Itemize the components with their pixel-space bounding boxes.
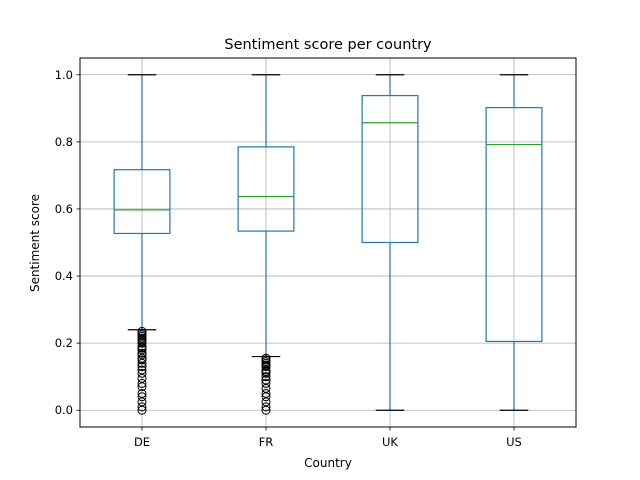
iqr-box <box>485 107 543 343</box>
x-tick-label: DE <box>134 435 150 449</box>
x-axis-label: Country <box>304 456 352 470</box>
grid <box>80 58 576 427</box>
outlier-point <box>137 368 147 378</box>
outlier-point <box>261 388 271 398</box>
y-tick-label: 0.2 <box>55 336 73 350</box>
outlier-point <box>137 388 147 398</box>
box-group-us <box>485 74 543 411</box>
y-tick-label: 0.0 <box>55 403 73 417</box>
box-group-de <box>113 74 171 415</box>
chart-title: Sentiment score per country <box>224 37 432 53</box>
outlier-point <box>137 348 147 358</box>
box-group-uk <box>361 74 419 411</box>
y-axis-label: Sentiment score <box>28 194 42 292</box>
y-tick-label: 1.0 <box>55 68 73 82</box>
iqr-box <box>237 146 295 232</box>
y-tick-label: 0.8 <box>55 135 73 149</box>
x-tick-label: FR <box>259 435 274 449</box>
outlier-point <box>137 326 147 336</box>
x-tick-label: US <box>506 435 522 449</box>
outlier-point <box>261 372 271 382</box>
outlier-point <box>137 365 147 375</box>
outlier-point <box>261 402 271 412</box>
box-group-fr <box>237 74 295 415</box>
plot-area-frame <box>79 57 577 428</box>
axis-ticks: 0.0 0.2 0.4 0.6 0.8 1.0 DE FR UK US <box>55 68 522 449</box>
outlier-point <box>137 402 147 412</box>
x-tick-label: UK <box>382 435 398 449</box>
outlier-point <box>261 353 271 363</box>
boxes <box>113 74 543 415</box>
iqr-box <box>361 94 419 244</box>
outlier-point <box>137 378 147 388</box>
y-tick-label: 0.6 <box>55 202 73 216</box>
iqr-box <box>113 169 171 235</box>
y-tick-label: 0.4 <box>55 269 73 283</box>
outlier-point <box>137 392 147 402</box>
outlier-point <box>261 378 271 388</box>
